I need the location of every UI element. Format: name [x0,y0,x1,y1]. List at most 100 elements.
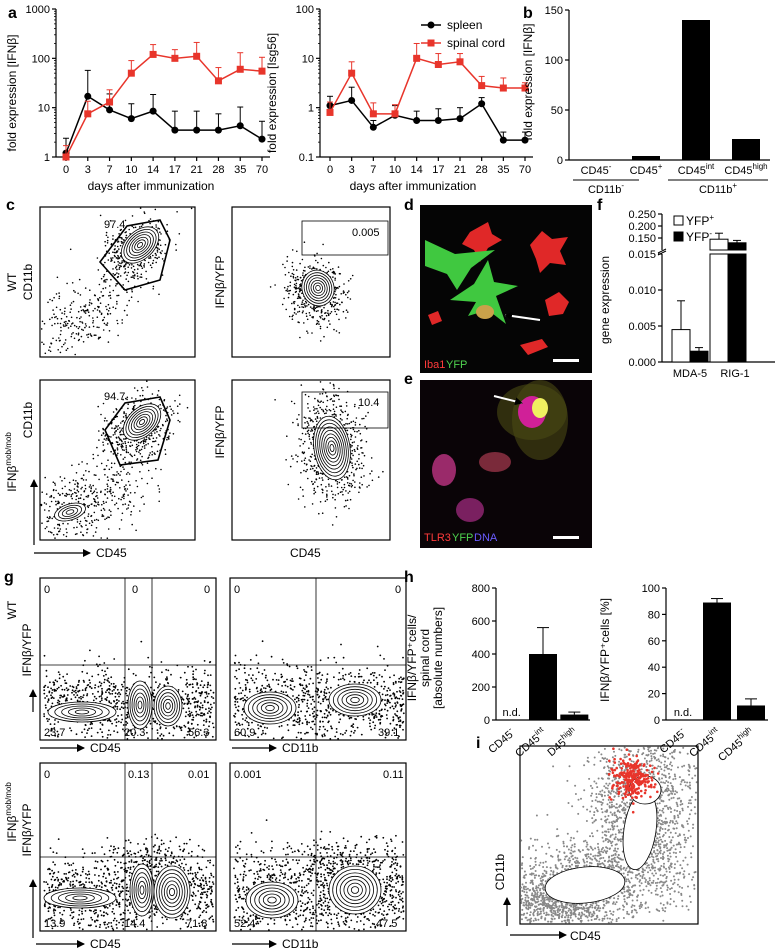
event-dot [336,486,339,489]
event-dot [312,420,314,423]
event-dot [161,671,163,674]
event-dot [80,531,82,533]
event-dot [113,261,116,264]
event-dot [51,517,53,520]
event-dot [321,477,323,479]
event-dot [112,273,114,275]
event-dot [90,486,92,488]
event-dot [129,484,131,486]
event-dot [346,311,349,313]
event-dot [170,414,173,416]
event-dot [373,727,376,729]
event-dot [59,351,62,354]
event-dot [148,219,150,222]
event-dot [45,493,48,495]
legend-label-spinal-cord: spinal cord [447,36,505,50]
event-dot [321,392,324,395]
group-label-cd11b-neg: CD11b- [588,181,624,196]
f-ylabel: gene expression [598,256,612,344]
event-dot [195,678,197,681]
event-dot [109,291,111,294]
event-dot [58,502,60,505]
event-dot [71,464,73,467]
event-dot [145,444,147,446]
data-point [149,50,157,58]
data-point [84,110,92,118]
event-dot [155,261,157,264]
event-dot [57,492,60,495]
event-dot [235,706,237,709]
panel-label-b: b [523,5,533,22]
event-dot [319,725,321,728]
event-dot [312,266,315,269]
event-dot [99,700,102,703]
event-dot [376,645,379,648]
event-dot [117,714,119,717]
event-dot [64,307,66,310]
event-dot [358,467,361,469]
event-dot [187,702,190,704]
event-dot [131,264,133,266]
event-dot [88,326,91,328]
event-dot [350,471,353,474]
event-dot [140,265,143,268]
event-dot [120,422,122,424]
event-dot [90,687,93,690]
event-dot [122,724,125,726]
event-dot [274,672,276,675]
event-dot [107,259,110,261]
event-dot [129,445,131,447]
event-dot [115,425,117,427]
event-dot [384,685,386,688]
event-dot [358,429,360,432]
event-dot [352,466,354,469]
event-dot [264,687,267,690]
event-dot [187,707,190,710]
event-dot [290,688,293,690]
event-dot [93,498,96,501]
data-point [214,77,222,85]
event-dot [348,507,350,510]
event-dot [317,473,319,476]
event-dot [86,520,88,522]
event-dot [158,488,161,490]
event-dot [121,718,124,721]
event-dot [104,670,106,673]
event-dot [123,702,125,705]
event-dot [141,455,143,458]
y-tick-label: 100 [32,53,50,65]
event-dot [235,669,238,672]
event-dot [246,696,249,699]
event-dot [103,281,105,283]
event-dot [299,297,302,299]
event-dot [109,297,112,299]
event-dot [118,262,121,264]
event-dot [396,690,398,693]
event-dot [307,424,310,426]
event-dot [84,287,87,289]
event-dot [297,304,299,307]
event-dot [200,691,203,694]
event-dot [125,262,127,265]
event-dot [257,724,259,726]
event-dot [106,278,108,281]
event-dot [353,430,356,433]
event-dot [150,266,153,269]
event-dot [212,691,215,694]
event-dot [58,337,60,339]
event-dot [65,349,68,352]
y-tick-label: 0.200 [628,221,656,233]
event-dot [298,310,301,313]
event-dot [237,722,240,725]
event-dot [311,480,313,483]
event-dot [160,661,163,663]
event-dot [235,723,238,726]
event-dot [122,466,124,468]
event-dot [326,496,328,498]
event-dot [149,665,151,668]
event-dot [110,478,113,480]
event-dot [314,491,317,494]
event-dot [73,694,75,696]
event-dot [158,500,160,503]
event-dot [350,421,353,423]
